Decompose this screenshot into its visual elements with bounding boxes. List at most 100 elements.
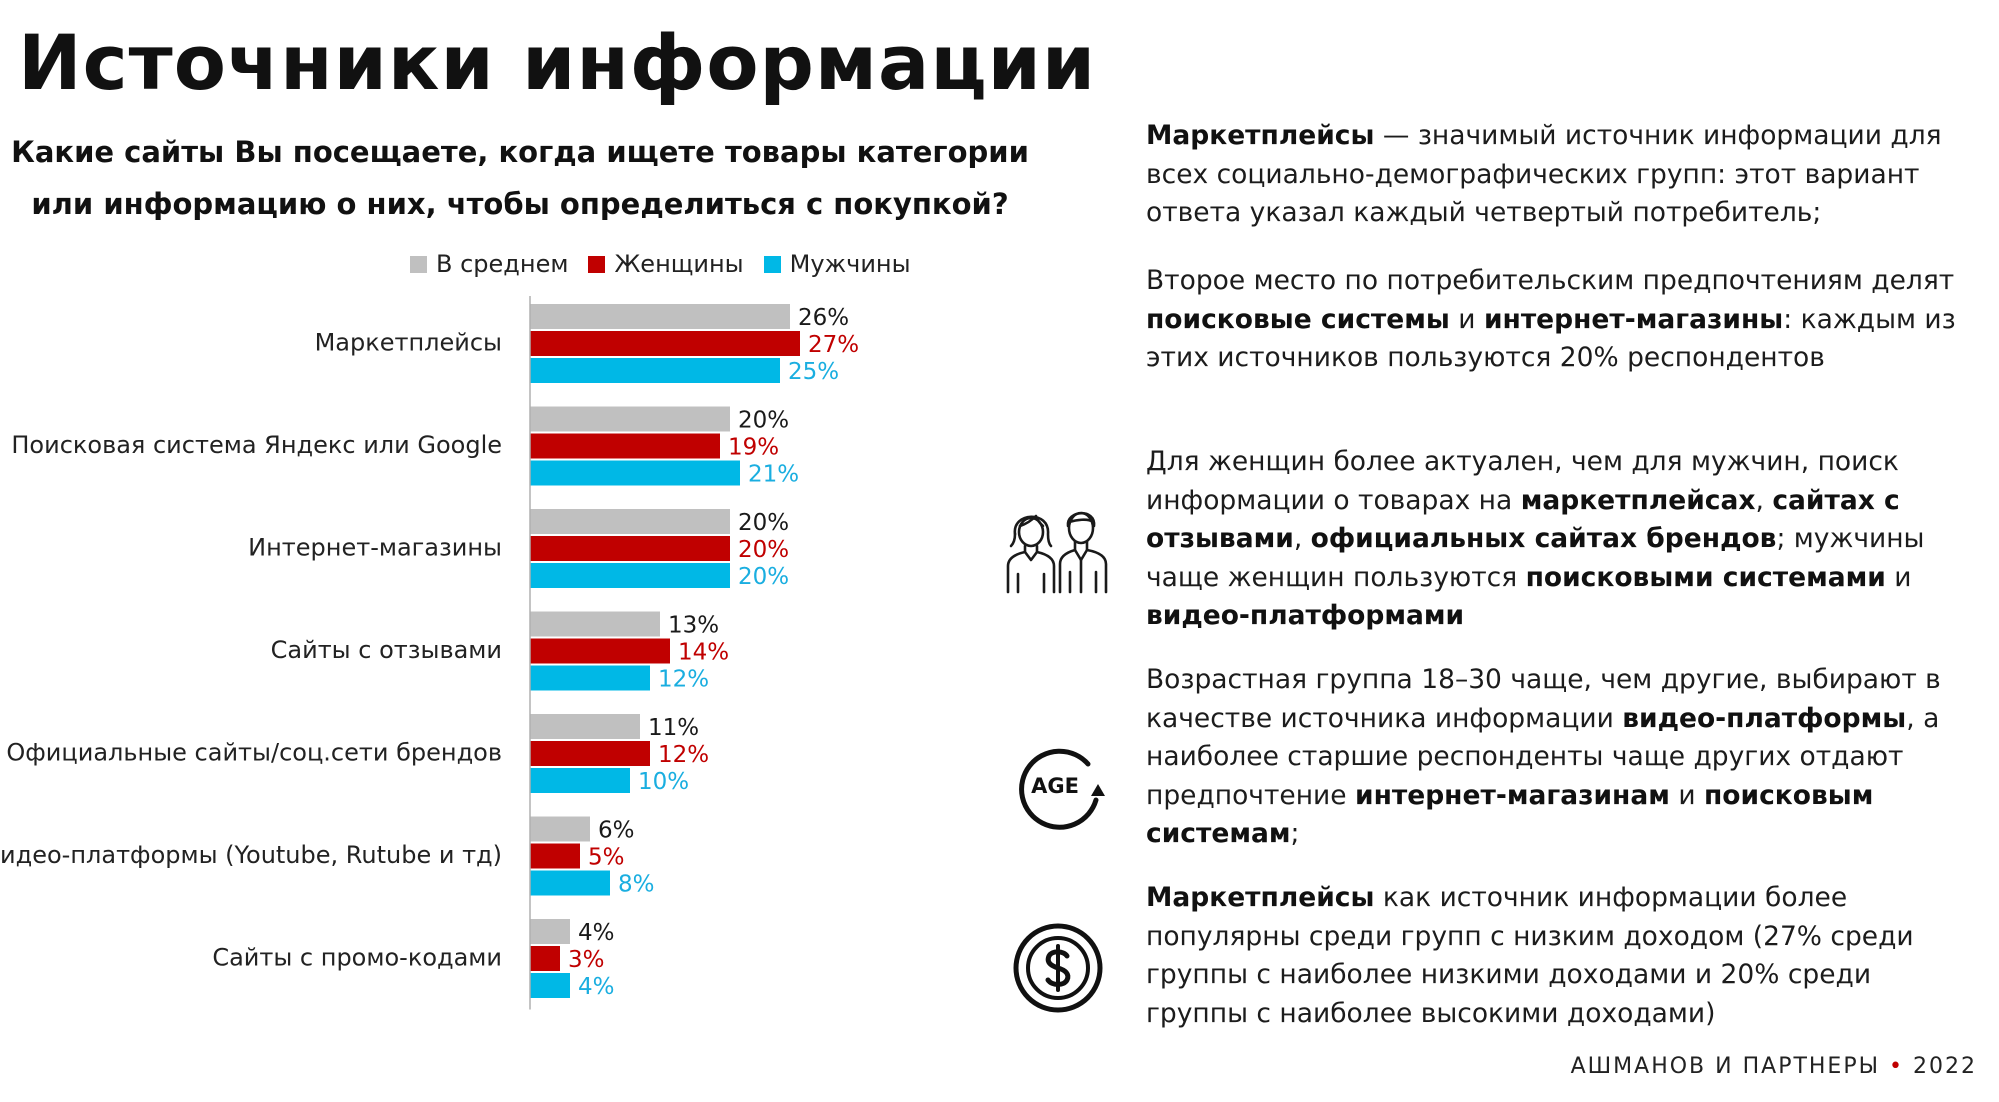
bar-men: [530, 665, 650, 691]
bar-women: [530, 946, 560, 971]
page-title: Источники информации: [18, 18, 1097, 107]
legend-label-women: Женщины: [614, 250, 744, 278]
bar-men: [530, 870, 610, 896]
bar-avg: [530, 304, 790, 329]
category-label: Поисковая система Яндекс или Google: [11, 431, 502, 459]
paragraph-income: Маркетплейсы как источник информации бол…: [1146, 879, 1976, 1033]
data-label-avg: 20%: [738, 510, 789, 536]
text-run: и: [1669, 779, 1704, 811]
people-icon: [1006, 511, 1108, 594]
text-run: ;: [1290, 818, 1300, 849]
bar-women: [530, 536, 730, 561]
legend-label-avg: В среднем: [436, 250, 569, 278]
bold-phrase: сайтах с отзывами: [1146, 484, 1900, 555]
text-run: — значимый источник информации для всех …: [1146, 120, 1942, 228]
bold-phrase: интернет-магазинам: [1355, 779, 1670, 811]
data-label-women: 5%: [588, 845, 625, 871]
legend-swatch-avg: [410, 255, 427, 273]
legend-label-men: Мужчины: [789, 250, 911, 278]
text-run: ,: [1755, 484, 1773, 516]
legend-item-avg: В среднем: [410, 250, 568, 278]
bar-women: [530, 331, 800, 356]
text-run: ,: [1293, 523, 1311, 554]
data-label-women: 14%: [678, 640, 729, 666]
bar-women: [530, 741, 650, 766]
bar-men: [530, 768, 630, 793]
bar-men: [530, 973, 570, 998]
bold-phrase: интернет-магазины: [1483, 303, 1784, 335]
chart-question: Какие сайты Вы посещаете, когда ищете то…: [11, 135, 1029, 221]
bar-men: [530, 563, 730, 588]
age-icon-text: AGE: [1031, 774, 1079, 798]
text-run: : каждым из этих источников пользуются 2…: [1146, 303, 1956, 374]
data-label-women: 19%: [728, 435, 779, 461]
data-label-men: 10%: [638, 769, 689, 795]
bold-phrase: поисковыми системами: [1525, 561, 1886, 593]
data-label-women: 12%: [658, 742, 709, 768]
footer-brand-name: АШМАНОВ И ПАРТНЕРЫ: [1570, 1054, 1881, 1079]
data-label-women: 20%: [738, 537, 789, 563]
data-label-avg: 4%: [578, 920, 615, 946]
text-run: Для женщин более актуален, чем для мужчи…: [1146, 446, 1899, 516]
data-label-avg: 20%: [738, 408, 789, 434]
paragraph-marketplaces: Маркетплейсы — значимый источник информа…: [1146, 117, 1976, 233]
category-label: Интернет-магазины: [248, 534, 502, 562]
text-run: и: [1449, 303, 1484, 335]
data-label-men: 21%: [748, 462, 799, 488]
data-label-women: 3%: [568, 947, 605, 973]
bold-phrase: поисковые системы: [1146, 303, 1450, 335]
bar-chart: Маркетплейсы 26%27%25% Поисковая система Я…: [0, 296, 859, 1010]
age-icon: AGE: [1019, 748, 1105, 830]
bold-phrase: видео-платформы: [1622, 702, 1907, 734]
bar-women: [530, 433, 720, 459]
bar-men: [530, 460, 740, 486]
category-label: Сайты с промо-кодами: [212, 944, 502, 972]
bold-phrase: маркетплейсах: [1520, 484, 1756, 516]
bold-phrase: Маркетплейсы: [1146, 882, 1375, 913]
legend-swatch-men: [763, 255, 781, 273]
data-label-men: 20%: [738, 564, 789, 590]
bold-phrase: официальных сайтах брендов: [1310, 523, 1777, 554]
bar-avg: [530, 919, 570, 944]
data-label-avg: 11%: [648, 715, 699, 741]
data-label-women: 27%: [808, 332, 859, 358]
bar-women: [530, 638, 670, 664]
footer-year: 2022: [1913, 1054, 1977, 1079]
legend-swatch-women: [588, 255, 606, 273]
text-run: , а наиболее старшие респонденты чаще др…: [1146, 702, 1940, 811]
bar-avg: [530, 611, 660, 637]
data-label-avg: 13%: [668, 613, 719, 639]
data-label-men: 25%: [788, 359, 839, 385]
legend-item-women: Женщины: [588, 250, 744, 278]
category-label: Сайты с отзывами: [271, 636, 502, 664]
category-label: Маркетплейсы: [315, 329, 502, 357]
bar-avg: [530, 406, 730, 432]
data-label-avg: 26%: [798, 305, 849, 331]
paragraph-age: Возрастная группа 18–30 чаще, чем другие…: [1146, 661, 1976, 854]
bar-avg: [530, 509, 730, 534]
data-label-men: 8%: [618, 872, 655, 898]
bold-phrase: видео-платформами: [1146, 600, 1465, 631]
bold-phrase: Маркетплейсы: [1146, 120, 1375, 151]
bar-men: [530, 358, 780, 383]
bar-women: [530, 843, 580, 869]
bold-phrase: поисковым системам: [1146, 779, 1874, 850]
text-run: ; мужчины чаще женщин пользуются: [1146, 523, 1925, 593]
footer-dot: •: [1889, 1054, 1904, 1079]
paragraph-gender: Для женщин более актуален, чем для мужчи…: [1146, 443, 1976, 636]
legend-item-men: Мужчины: [763, 250, 911, 278]
text-run: Возрастная группа 18–30 чаще, чем другие…: [1146, 664, 1941, 734]
category-label: Официальные сайты/соц.сети брендов: [6, 739, 502, 767]
data-label-avg: 6%: [598, 818, 635, 844]
category-label: Видео-платформы (Youtube, Rutube и тд): [0, 841, 502, 869]
dollar-coin-icon: [1013, 923, 1103, 1013]
text-run: как источник информации более популярны …: [1146, 882, 1914, 1029]
bar-avg: [530, 714, 640, 739]
text-run: Второе место по потребительским предпочт…: [1146, 265, 1955, 296]
data-label-men: 4%: [578, 974, 615, 1000]
data-label-men: 12%: [658, 667, 709, 693]
chart-legend: В среднем Женщины Мужчины: [410, 250, 911, 278]
text-run: и: [1885, 561, 1912, 593]
footer-brand: АШМАНОВ И ПАРТНЕРЫ • 2022: [1571, 1054, 1977, 1079]
bar-avg: [530, 816, 590, 842]
